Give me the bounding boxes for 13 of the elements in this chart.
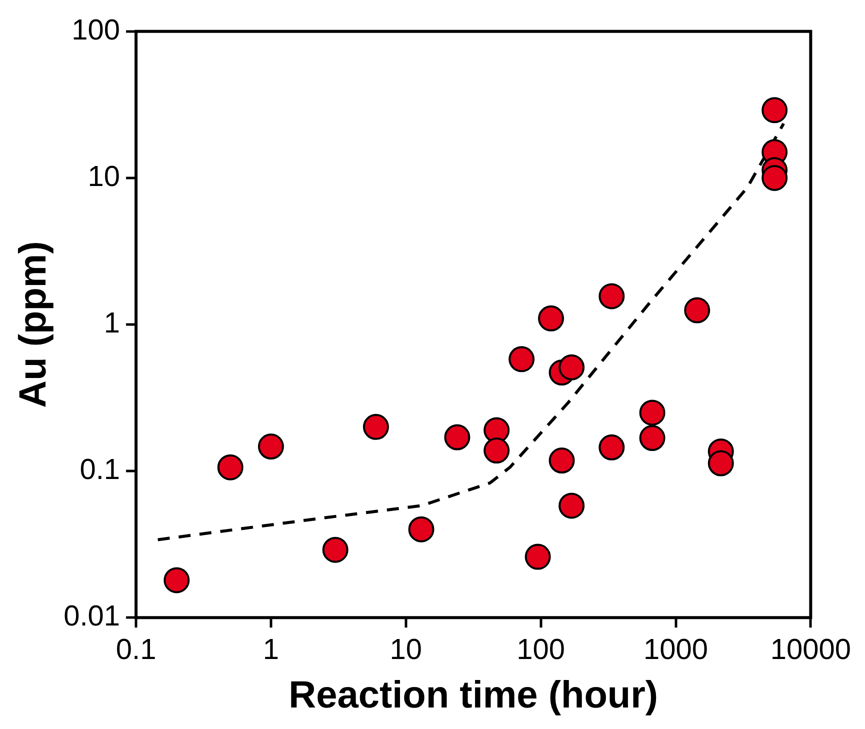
x-tick-label: 100 [516,634,566,666]
y-axis-title: Au (ppm) [12,241,54,408]
x-tick-label: 1 [262,634,280,666]
x-tick-label: 10000 [770,634,852,666]
x-axis-title: Reaction time (hour) [288,674,658,717]
y-tick-label: 10 [88,160,120,193]
y-tick-label: 100 [72,14,120,46]
y-tick-label: 0.1 [80,454,120,486]
x-tick-label: 1000 [643,634,708,666]
y-tick-label: 0.01 [64,600,120,633]
y-tick-label: 1 [104,308,120,340]
x-tick-label: 10 [390,634,422,666]
x-tick-label: 0.1 [116,634,156,666]
